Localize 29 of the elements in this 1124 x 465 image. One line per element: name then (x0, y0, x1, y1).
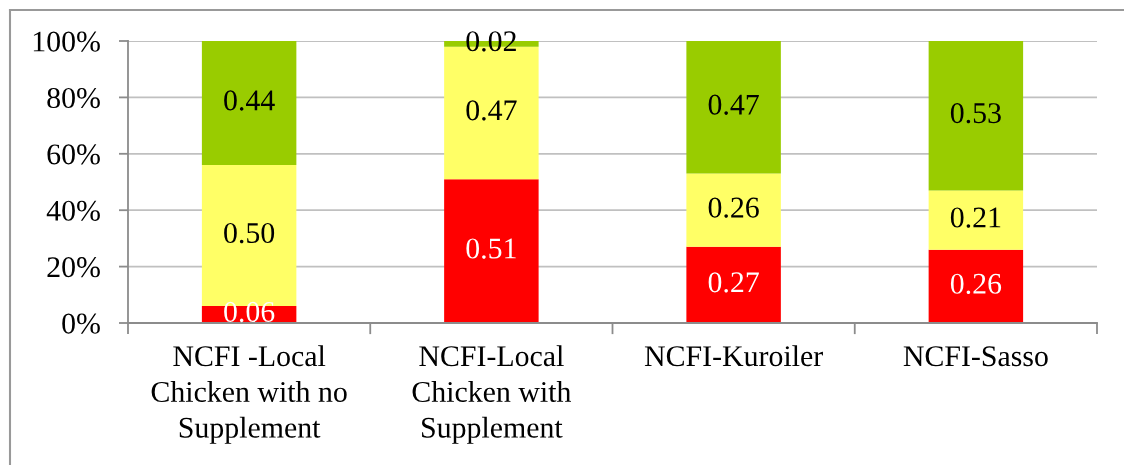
data-label: 0.21 (950, 207, 1001, 228)
bar (686, 246, 781, 323)
data-label: 0.51 (466, 238, 516, 259)
y-tick-label: 40% (46, 200, 100, 221)
y-tick-label: 100% (33, 31, 100, 52)
data-label: 0.53 (950, 103, 1001, 124)
x-tick-label: NCFI-Kuroiler (644, 345, 823, 367)
data-label: 0.44 (224, 90, 275, 111)
y-tick-label: 20% (47, 257, 100, 278)
y-tick-label: 60% (47, 144, 100, 165)
bar (201, 41, 297, 166)
data-label: 0.47 (708, 94, 759, 115)
data-label: 0.47 (466, 100, 517, 121)
data-label: 0.26 (950, 273, 1002, 294)
x-tick-label: NCFI -Local Chicken with no Supplement (151, 345, 347, 444)
y-tick-label: 0% (62, 313, 100, 334)
bar (928, 249, 1024, 323)
data-label: 0.27 (708, 272, 759, 293)
x-tick-label: NCFI-Sasso (903, 346, 1048, 367)
bar (928, 41, 1024, 191)
x-tick-label: NCFI-Local Chicken with Supplement (412, 345, 572, 444)
bar (928, 190, 1024, 250)
data-label: 0.06 (224, 301, 275, 323)
y-tick-label: 80% (47, 87, 100, 109)
data-label: 0.50 (224, 222, 275, 244)
bar (686, 41, 781, 174)
bar (686, 173, 781, 247)
data-label: 0.26 (708, 197, 759, 218)
bar (444, 179, 539, 323)
